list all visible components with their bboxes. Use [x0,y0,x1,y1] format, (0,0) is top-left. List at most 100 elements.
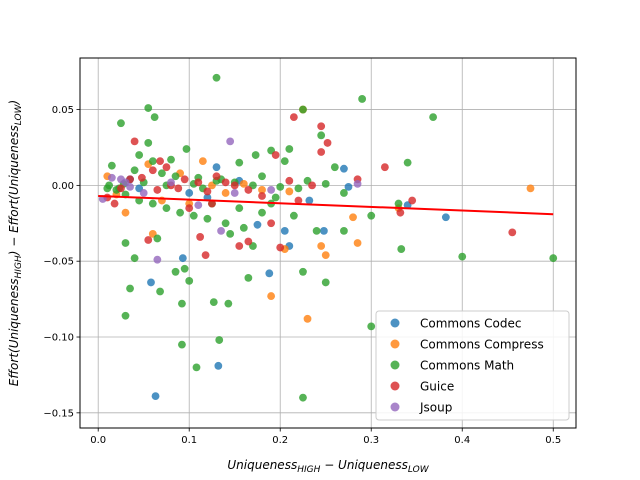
point-guice [221,178,230,187]
point-commons-math [244,273,253,282]
point-commons-math [394,199,403,208]
point-guice [196,233,205,241]
point-commons-math [107,161,116,170]
point-jsoup [226,137,235,146]
point-commons-compress [317,242,326,250]
x-tick-label: 0.2 [272,435,288,446]
point-guice [153,186,162,194]
point-commons-math [285,145,294,153]
point-commons-codec [147,278,155,287]
point-commons-math [458,252,467,261]
point-commons-compress [239,179,248,188]
legend-label-commons-codec: Commons Codec [420,317,521,331]
point-commons-math [167,155,175,164]
x-tick-label: 0.5 [545,435,561,446]
point-guice [244,237,253,246]
point-commons-compress [303,314,312,323]
point-commons-math [239,223,248,232]
point-commons-math [148,199,157,208]
point-commons-math [340,189,348,197]
point-guice [194,178,203,187]
point-guice [323,139,332,147]
legend-marker-guice [390,381,400,391]
point-guice [244,186,253,194]
plot-frame [79,57,577,429]
point-commons-codec [305,196,314,205]
point-commons-codec [320,226,328,235]
point-guice [162,163,171,172]
point-commons-math [317,131,326,140]
point-guice [156,157,164,166]
point-commons-math [299,393,307,402]
point-commons-codec [178,254,187,263]
legend-marker-commons-math [390,360,400,370]
y-tick-label: −0.05 [43,257,74,268]
point-commons-math [144,139,153,147]
point-commons-math [171,172,180,181]
y-tick-label: 0.00 [52,181,74,192]
point-commons-codec [185,189,194,197]
point-commons-math [144,104,153,112]
point-guice [212,172,221,181]
point-commons-math [178,340,186,349]
point-commons-codec [151,392,160,401]
point-commons-math [294,184,303,193]
point-guice [144,236,153,244]
point-commons-math [299,267,307,276]
point-guice [137,173,146,182]
point-guice [317,148,326,156]
x-tick-label: 0.4 [454,435,470,446]
point-guice [117,184,125,193]
point-jsoup [353,179,362,188]
point-guice [380,163,389,172]
point-jsoup [217,226,225,235]
point-commons-math [358,95,367,103]
x-tick-label: 0.0 [90,435,106,446]
point-commons-math [215,336,224,344]
point-commons-math [171,267,180,276]
point-jsoup [167,178,175,187]
point-commons-math [105,181,114,190]
x-tick-label: 0.1 [181,435,197,446]
point-guice [408,196,417,205]
point-commons-codec [214,361,223,370]
point-commons-math [117,119,125,128]
point-commons-math [235,158,244,167]
point-commons-math [150,113,159,122]
point-commons-math [429,113,438,122]
point-guice [148,166,157,175]
point-guice [317,122,326,131]
point-guice [208,199,216,208]
point-guice [508,228,517,237]
point-jsoup [194,201,203,209]
legend: Commons Codec Commons Compress Commons Mat… [375,310,570,421]
point-commons-math [130,254,139,263]
point-guice [110,199,119,208]
point-commons-math [203,214,212,223]
point-jsoup [230,189,239,197]
point-commons-codec [441,213,450,222]
point-commons-compress [321,251,330,260]
x-axis-label: UniquenessHIGH − UniquenessLOW [227,458,429,475]
point-guice [235,242,244,250]
point-commons-math [176,208,185,217]
point-guice [174,184,183,193]
point-commons-math [251,151,260,159]
legend-marker-jsoup [390,402,400,412]
point-commons-math [226,230,235,238]
point-commons-compress [258,186,266,194]
point-jsoup [267,186,276,194]
point-commons-math [289,211,298,220]
point-commons-compress [285,187,294,196]
point-commons-math [235,204,244,213]
point-guice [271,151,280,159]
point-commons-math [221,219,230,228]
point-commons-math [258,208,266,217]
point-commons-math [549,254,558,263]
point-commons-math [403,158,412,167]
point-commons-compress [267,292,276,300]
point-commons-math [397,245,406,253]
legend-label-commons-math: Commons Math [420,359,514,373]
point-commons-math [126,284,134,293]
